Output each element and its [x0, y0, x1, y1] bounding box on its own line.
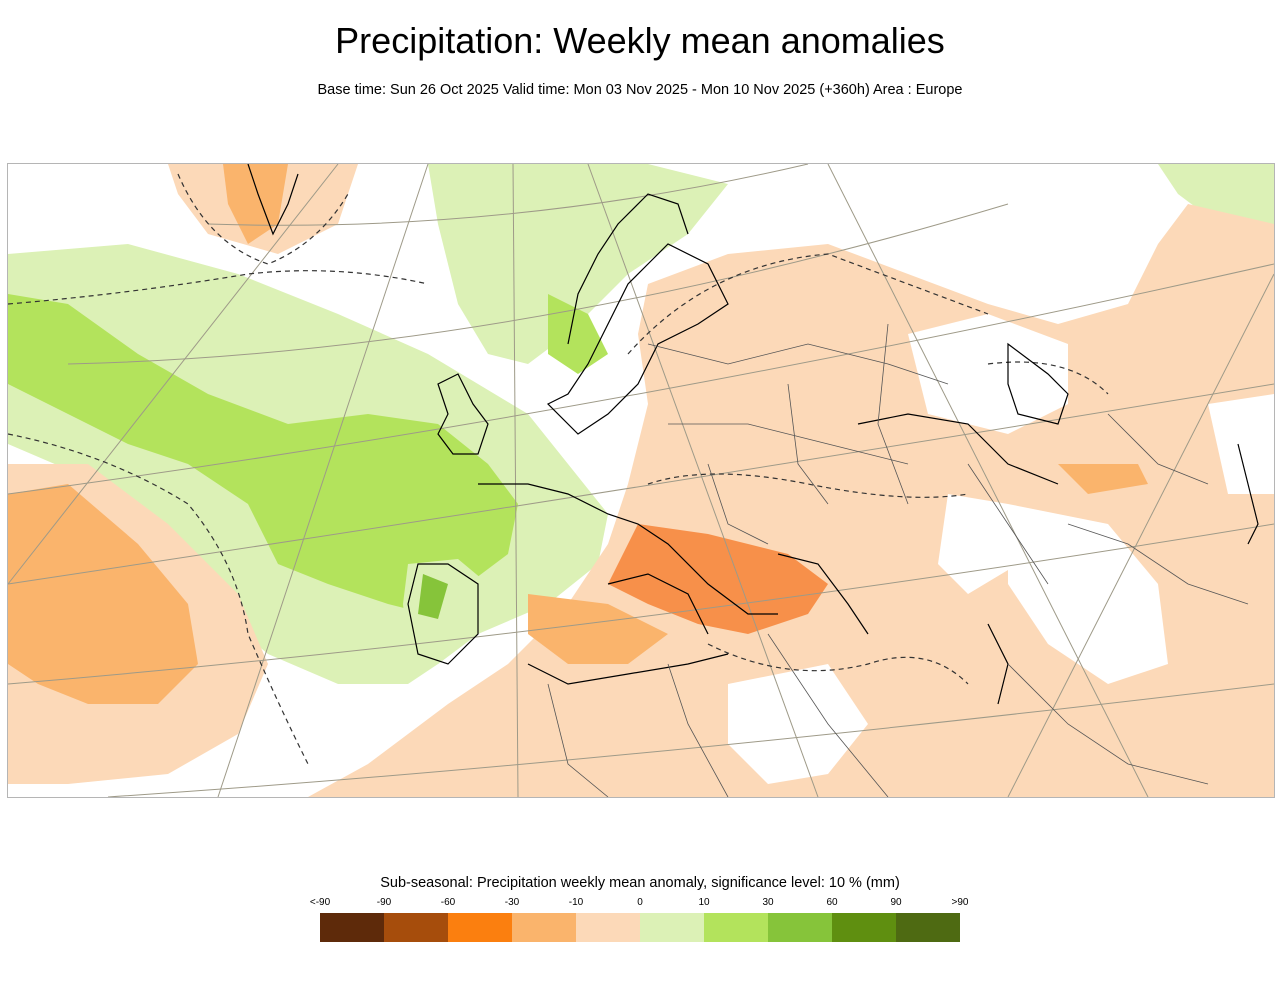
- legend-colorbar: [320, 913, 960, 942]
- legend-swatch: [832, 913, 896, 942]
- legend-tick: -90: [376, 897, 392, 908]
- dry-mid-atlantic-south: [8, 484, 198, 704]
- wet-light-east: [1158, 164, 1274, 234]
- legend-swatch: [576, 913, 640, 942]
- legend-tick: 30: [762, 897, 774, 908]
- legend-tick: 0: [637, 897, 643, 908]
- neutral-east-edge: [1208, 394, 1274, 494]
- neutral-middle-east: [938, 494, 1018, 594]
- legend-swatch: [768, 913, 832, 942]
- legend-ticks: <-90 -90 -60 -30 -10 0 10 30 60 90 >90: [310, 897, 969, 911]
- map-canvas: [8, 164, 1274, 797]
- legend-tick: 90: [890, 897, 902, 908]
- legend-swatch: [384, 913, 448, 942]
- legend-tick: 60: [826, 897, 838, 908]
- chart-title: Precipitation: Weekly mean anomalies: [335, 20, 945, 61]
- country-borders: [547, 323, 1249, 797]
- legend-swatch: [640, 913, 704, 942]
- neutral-russia: [908, 314, 1068, 434]
- graticule: [8, 164, 1274, 797]
- legend-tick: <-90: [309, 897, 331, 908]
- no-anomaly-areas: [728, 314, 1274, 784]
- chart-subtitle: Base time: Sun 26 Oct 2025 Valid time: M…: [317, 82, 963, 98]
- dry-mid-mediterranean: [608, 524, 828, 634]
- legend-tick: -10: [568, 897, 584, 908]
- legend-swatch: [896, 913, 960, 942]
- anomaly-map: [7, 163, 1275, 798]
- wet-mid-atlantic: [8, 294, 518, 614]
- legend-tick: 10: [698, 897, 710, 908]
- significance-contours: [8, 173, 1109, 765]
- coastlines: [247, 164, 1259, 705]
- dry-mid-greenland: [223, 164, 288, 244]
- neutral-caspian: [1008, 504, 1168, 684]
- neutral-north-africa: [728, 664, 868, 784]
- legend-swatch: [320, 913, 384, 942]
- legend-swatch: [512, 913, 576, 942]
- dry-mid-north-africa: [528, 594, 668, 664]
- legend-tick: >90: [951, 897, 969, 908]
- legend-swatch: [704, 913, 768, 942]
- legend-swatch: [448, 913, 512, 942]
- wet-mid-iberia: [418, 574, 448, 619]
- legend-title: Sub-seasonal: Precipitation weekly mean …: [380, 875, 900, 891]
- legend-tick: -60: [440, 897, 456, 908]
- legend-tick: -30: [504, 897, 520, 908]
- dry-mid-black-sea: [1058, 464, 1148, 494]
